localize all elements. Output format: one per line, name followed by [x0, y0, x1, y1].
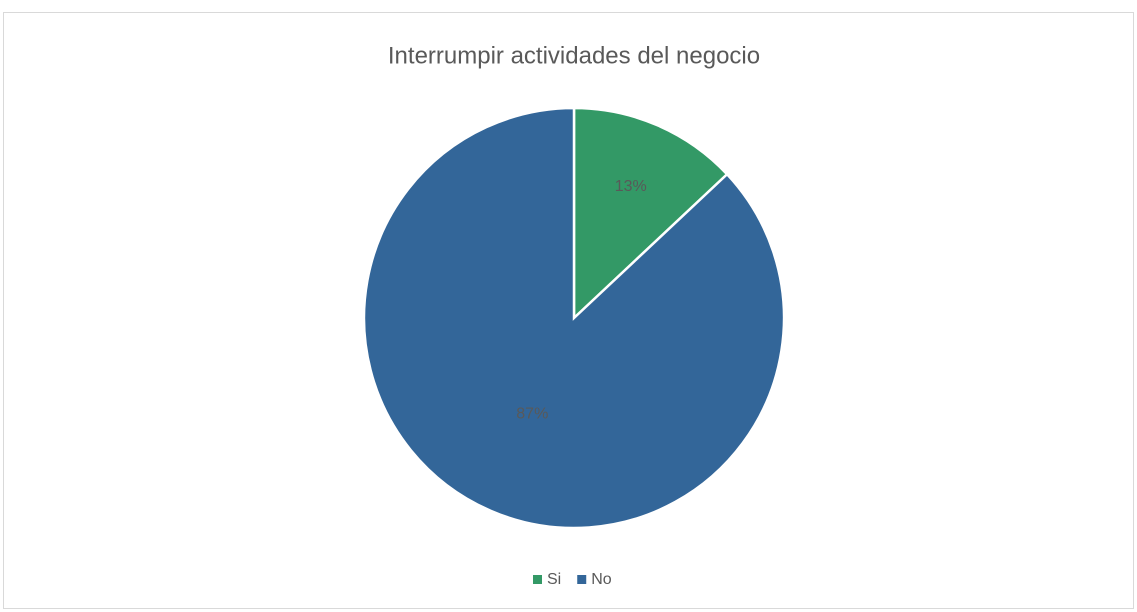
legend-swatch [533, 575, 542, 584]
pie-slice [362, 106, 786, 530]
data-label: 13% [615, 178, 647, 195]
pie-slice [572, 106, 729, 321]
chart-title: Interrumpir actividades del negocio [388, 42, 760, 69]
legend-label: Si [547, 571, 561, 588]
data-label: 87% [516, 406, 548, 423]
legend: Si No [533, 571, 612, 588]
legend-label: No [591, 571, 612, 588]
legend-swatch [577, 575, 587, 584]
pie: 13% 87% [362, 106, 786, 530]
